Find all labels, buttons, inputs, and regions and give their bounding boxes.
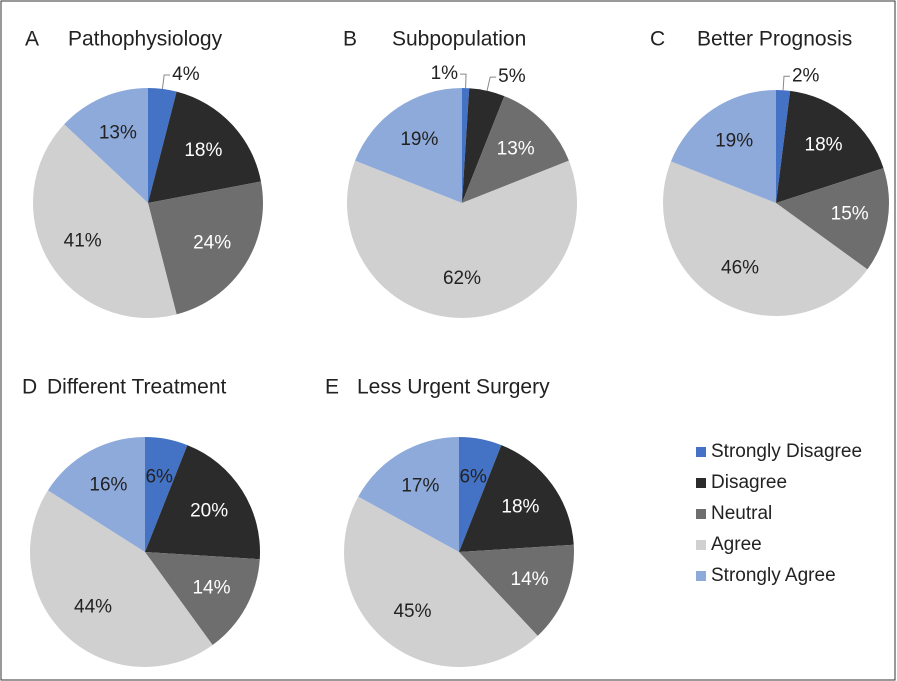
data-label: 4% (172, 64, 200, 85)
pie-slice (462, 96, 569, 203)
data-label: 14% (192, 578, 230, 599)
pie-slice (462, 88, 505, 203)
legend-label: Agree (711, 534, 762, 555)
chart-title: Better Prognosis (697, 28, 852, 51)
pie-slice (148, 181, 264, 315)
pie-slice (462, 88, 470, 203)
data-label: 18% (805, 135, 843, 156)
panel-letter: D (22, 376, 37, 399)
panel-letter: A (25, 28, 39, 51)
data-label: 17% (401, 476, 439, 497)
data-label: 45% (393, 601, 431, 622)
pie-slice (145, 445, 260, 560)
data-label: 14% (511, 569, 549, 590)
data-label: 6% (459, 466, 487, 487)
data-label: 19% (400, 129, 438, 150)
data-label: 6% (145, 466, 173, 487)
legend-swatch (696, 540, 706, 550)
data-label: 13% (497, 138, 535, 159)
legend-swatch (696, 478, 706, 488)
pie-slice (47, 437, 145, 552)
legend-label: Disagree (711, 472, 787, 493)
pie-slice (459, 544, 574, 636)
pie-slice (663, 161, 868, 317)
data-label: 13% (99, 122, 137, 143)
pie-slice (459, 437, 502, 552)
data-label: 2% (792, 65, 820, 86)
pie-slice (776, 90, 791, 203)
legend-swatch (696, 571, 706, 581)
pie-slice (148, 88, 177, 203)
panel-letter: C (650, 28, 665, 51)
pie-slice (33, 124, 177, 318)
pie-slice (776, 168, 889, 270)
leader-line (161, 74, 171, 89)
data-label: 41% (64, 231, 102, 252)
data-label: 15% (831, 204, 869, 225)
chart-title: Subpopulation (392, 28, 526, 51)
data-label: 5% (498, 66, 526, 87)
legend-label: Strongly Agree (711, 565, 836, 586)
pie-slice (347, 160, 577, 318)
leader-line (460, 73, 467, 89)
pie-slice (344, 496, 538, 667)
chart-title: Different Treatment (47, 376, 227, 399)
pie-slice (145, 552, 260, 646)
leader-line (486, 76, 497, 91)
pie-slice (358, 437, 459, 552)
data-label: 18% (184, 140, 222, 161)
data-label: 18% (501, 496, 539, 517)
legend-label: Strongly Disagree (711, 441, 862, 462)
data-label: 62% (443, 268, 481, 289)
pie-slice (30, 490, 213, 667)
data-label: 1% (431, 63, 459, 84)
panel-letter: E (325, 376, 339, 399)
pie-slice (64, 88, 148, 203)
legend-label: Neutral (711, 503, 772, 524)
pie-slice (670, 90, 776, 203)
panel-letter: B (343, 28, 357, 51)
pie-slice (148, 91, 261, 203)
chart-title: Pathophysiology (68, 28, 223, 51)
pie-slice (776, 90, 884, 203)
data-label: 19% (715, 130, 753, 151)
chart-title: Less Urgent Surgery (357, 376, 550, 399)
data-label: 44% (74, 596, 112, 617)
pie-slice (355, 88, 462, 203)
data-label: 46% (721, 257, 759, 278)
data-label: 16% (89, 475, 127, 496)
leader-line (782, 75, 790, 91)
data-label: 24% (193, 233, 231, 254)
pie-slice (145, 437, 188, 552)
legend-swatch (696, 447, 706, 457)
legend-swatch (696, 509, 706, 519)
pie-slice (459, 445, 574, 552)
data-label: 20% (190, 500, 228, 521)
